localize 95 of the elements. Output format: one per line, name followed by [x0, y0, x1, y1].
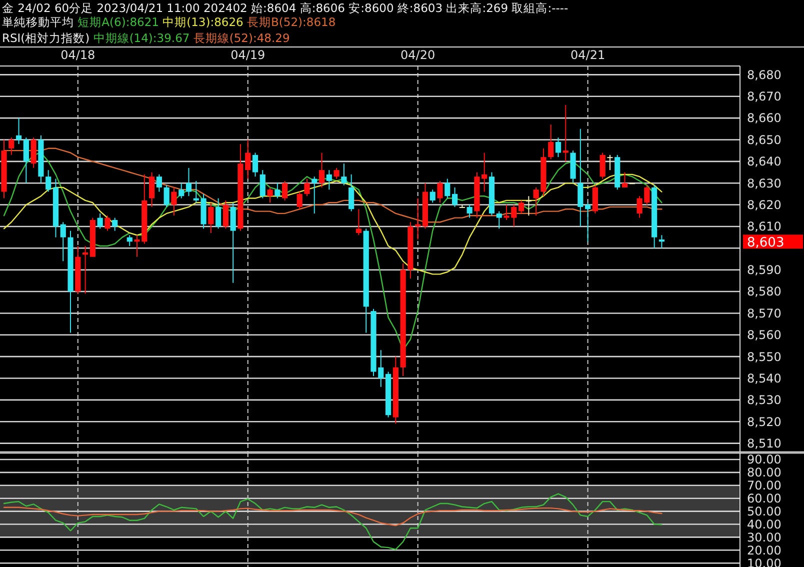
text: 短期A(6):8621 [78, 15, 163, 29]
candlestick [274, 182, 280, 199]
candlestick [282, 180, 288, 201]
y-tick-label: 8,530 [747, 393, 782, 408]
y-tick-label: 8,650 [747, 132, 782, 147]
y-tick-label: 8,630 [747, 176, 782, 190]
candlestick [104, 215, 110, 232]
y-tick-label: 90.00 [747, 452, 782, 467]
y-tick-label: 30.00 [747, 530, 782, 544]
text: 中期線(14):39.67 [93, 31, 194, 45]
text: 8,603 [747, 236, 784, 251]
y-tick-label: 8,640 [747, 154, 782, 169]
candlestick [444, 178, 450, 199]
candlestick [260, 170, 266, 199]
candlestick [548, 124, 554, 160]
candlestick [23, 137, 29, 184]
candlestick [171, 186, 177, 216]
candlestick [216, 198, 222, 230]
y-tick-label: 8,590 [747, 263, 782, 278]
candlestick [304, 178, 310, 197]
candlestick [356, 208, 362, 236]
text: 中期(13):8626 [162, 15, 248, 29]
y-tick-label: 20.00 [747, 543, 782, 558]
y-tick-label: 8,520 [747, 414, 782, 429]
text: 長期B(52):8618 [247, 15, 336, 29]
x-tick-label: 04/21 [570, 48, 606, 62]
y-tick-label: 8,560 [747, 328, 782, 342]
y-tick-label: 8,670 [747, 90, 782, 104]
chart-title: 金 24/02 60分足 2023/04/21 11:00 202402 始:8604 高:8606 安:8600 終:8603 出来高:269 取組高:---- [2, 1, 568, 15]
candlestick [97, 212, 103, 230]
candlestick [312, 176, 318, 214]
candlestick [112, 217, 118, 232]
candlestick [437, 180, 443, 204]
candlestick [149, 172, 155, 208]
candlestick [592, 184, 598, 214]
y-tick-label: 8,540 [747, 371, 782, 386]
line-series [3, 506, 662, 526]
y-tick-label: 8,680 [747, 68, 782, 82]
candlestick [452, 186, 458, 208]
candlestick [46, 170, 52, 192]
candlestick [164, 184, 170, 208]
candlestick [30, 137, 36, 168]
text: 長期線(52):48.29 [193, 31, 290, 45]
candlestick [178, 182, 184, 199]
y-tick-label: 8,610 [747, 220, 782, 234]
line-series [3, 493, 662, 550]
candlestick [267, 186, 273, 204]
x-tick-label: 04/18 [60, 48, 96, 62]
candlestick [230, 202, 236, 284]
candlestick [60, 222, 66, 262]
candlestick [222, 200, 228, 230]
y-tick-label: 70.00 [747, 478, 782, 493]
candlestick [526, 196, 532, 216]
y-tick-label: 8,570 [747, 306, 782, 320]
y-tick-label: 8,620 [747, 198, 782, 212]
candlestick [622, 172, 628, 188]
candlestick [334, 167, 340, 180]
x-tick-label: 04/19 [230, 48, 266, 62]
candlestick [318, 152, 325, 188]
y-tick-label: 60.00 [747, 492, 782, 506]
candlestick [8, 137, 14, 156]
y-tick-label: 50.00 [747, 504, 782, 518]
candlestick [415, 198, 421, 240]
y-tick-label: 8,660 [747, 111, 782, 126]
x-tick-label: 04/20 [400, 48, 436, 62]
candlestick [585, 202, 591, 242]
candlestick [208, 202, 214, 234]
candlestick [600, 152, 606, 180]
candlestick [578, 128, 584, 227]
candlestick [16, 118, 22, 145]
candlestick [555, 137, 562, 158]
y-tick-label: 80.00 [747, 466, 782, 480]
candlestick [496, 210, 502, 230]
candlestick [126, 234, 132, 246]
y-tick-label: 40.00 [747, 517, 782, 532]
y-tick-label: 8,580 [747, 284, 782, 299]
candlestick [252, 152, 258, 178]
line-series [3, 174, 662, 275]
y-tick-label: 8,510 [747, 436, 782, 451]
candlestick [186, 167, 192, 197]
candlestick [326, 170, 332, 190]
candlestick [341, 163, 347, 186]
candlestick [296, 191, 302, 210]
candlestick [518, 200, 524, 214]
candlestick [430, 189, 436, 204]
candlestick [562, 104, 568, 162]
y-tick-label: 8,550 [747, 350, 782, 364]
legend-title: RSI(相対力指数) [2, 31, 94, 45]
candlestick [466, 204, 472, 218]
candlestick [348, 174, 354, 212]
legend-title: 単純移動平均 [2, 15, 78, 29]
candlestick [82, 245, 88, 294]
candlestick [658, 234, 665, 249]
candlestick [607, 154, 613, 171]
candlestick [156, 174, 162, 192]
